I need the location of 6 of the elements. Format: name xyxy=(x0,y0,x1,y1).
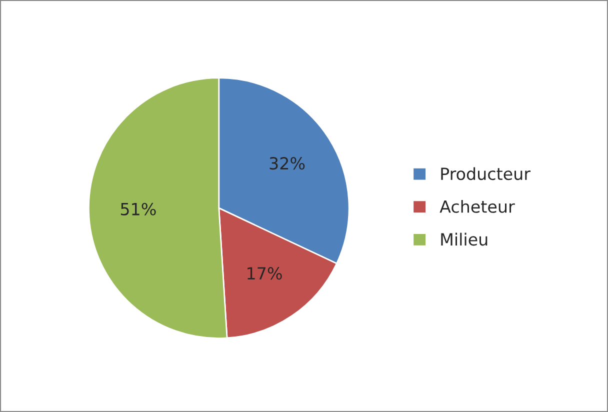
data-label: 32% xyxy=(270,157,305,170)
data-label: 17% xyxy=(248,267,282,280)
legend-label: Milieu xyxy=(441,232,488,246)
data-label: 51% xyxy=(120,202,156,216)
legend-label: Producteur xyxy=(441,167,531,180)
legend-label: Acheteur xyxy=(440,200,515,213)
